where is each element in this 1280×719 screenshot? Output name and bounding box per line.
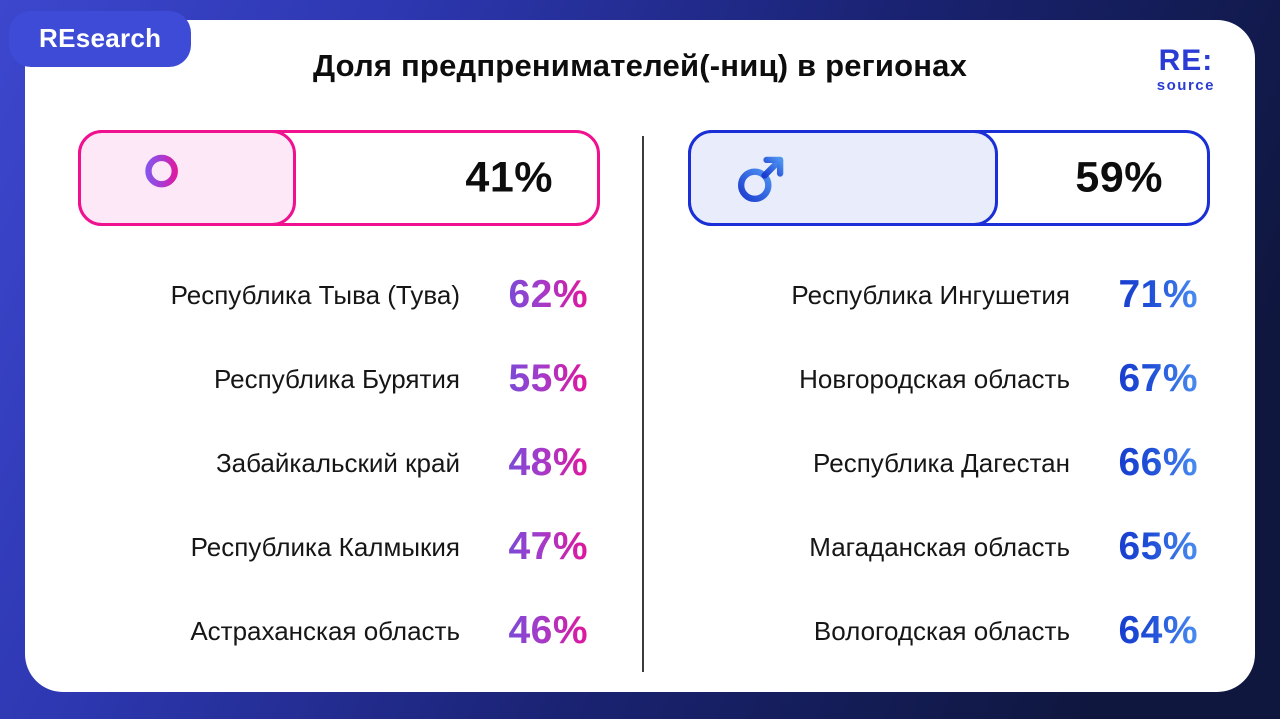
list-item: Республика Бурятия 55% xyxy=(78,337,600,421)
region-value: 47% xyxy=(484,525,588,569)
region-name: Республика Ингушетия xyxy=(791,279,1070,310)
female-share-bar: 41% xyxy=(78,130,600,226)
male-share-value: 59% xyxy=(1075,153,1163,202)
list-item: Республика Дагестан 66% xyxy=(688,421,1210,505)
logo-wordmark: RE: xyxy=(1158,44,1214,77)
male-share-fill xyxy=(688,130,999,226)
male-column: 59% Республика Ингушетия 71% Новгородска… xyxy=(688,130,1210,673)
list-item: Вологодская область 64% xyxy=(688,589,1210,673)
resource-logo: RE: source xyxy=(1156,44,1215,95)
region-value: 62% xyxy=(484,273,588,317)
list-item: Республика Тыва (Тува) 62% xyxy=(78,253,600,337)
region-value: 46% xyxy=(484,609,588,653)
infographic-card: Доля предпренимателей(-ниц) в регионах R… xyxy=(25,20,1255,692)
logo-subtext: source xyxy=(1156,77,1215,94)
list-item: Республика Калмыкия 47% xyxy=(78,505,600,589)
list-item: Забайкальский край 48% xyxy=(78,421,600,505)
region-name: Новгородская область xyxy=(799,363,1070,394)
research-badge: REsearch xyxy=(9,11,192,67)
region-value: 66% xyxy=(1094,441,1198,485)
list-item: Астраханская область 46% xyxy=(78,589,600,673)
region-name: Республика Калмыкия xyxy=(190,531,460,562)
region-name: Республика Тыва (Тува) xyxy=(170,279,460,310)
page-title: Доля предпренимателей(-ниц) в регионах xyxy=(312,48,968,83)
list-item: Республика Ингушетия 71% xyxy=(688,253,1210,337)
female-share-fill xyxy=(78,130,296,226)
female-share-value: 41% xyxy=(465,153,553,202)
two-column-comparison: 41% Республика Тыва (Тува) 62% Республик… xyxy=(25,130,1255,673)
region-name: Астраханская область xyxy=(190,615,460,646)
column-divider xyxy=(642,136,644,672)
region-name: Республика Дагестан xyxy=(813,447,1070,478)
region-name: Забайкальский край xyxy=(215,447,460,478)
list-item: Новгородская область 67% xyxy=(688,337,1210,421)
region-value: 71% xyxy=(1094,273,1198,317)
region-name: Вологодская область xyxy=(813,615,1070,646)
header: Доля предпренимателей(-ниц) в регионах R… xyxy=(25,20,1255,95)
male-region-list: Республика Ингушетия 71% Новгородская об… xyxy=(688,253,1210,673)
region-value: 64% xyxy=(1094,609,1198,653)
region-name: Республика Бурятия xyxy=(213,363,460,394)
venus-female-icon xyxy=(133,154,178,199)
region-value: 55% xyxy=(484,357,588,401)
region-value: 67% xyxy=(1094,357,1198,401)
female-region-list: Республика Тыва (Тува) 62% Республика Бу… xyxy=(78,253,600,673)
male-share-bar: 59% xyxy=(688,130,1210,226)
female-column: 41% Республика Тыва (Тува) 62% Республик… xyxy=(78,130,600,673)
list-item: Магаданская область 65% xyxy=(688,505,1210,589)
region-value: 48% xyxy=(484,441,588,485)
mars-male-icon xyxy=(737,156,784,203)
region-value: 65% xyxy=(1094,525,1198,569)
region-name: Магаданская область xyxy=(809,531,1070,562)
